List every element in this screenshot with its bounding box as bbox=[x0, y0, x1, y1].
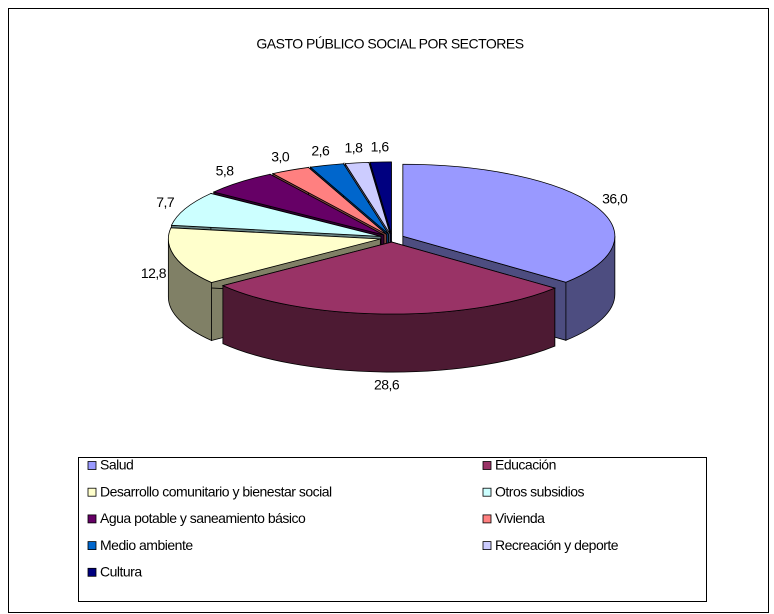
data-label: 28,6 bbox=[374, 377, 400, 393]
legend-label: Recreación y deporte bbox=[495, 537, 619, 553]
legend-swatch bbox=[482, 541, 492, 550]
data-label: 7,7 bbox=[156, 194, 175, 210]
legend-label: Educación bbox=[495, 457, 556, 473]
data-label: 12,8 bbox=[141, 265, 167, 281]
pie-slice bbox=[402, 163, 616, 283]
pie-slice bbox=[309, 163, 389, 235]
pie-tops bbox=[167, 161, 616, 315]
pie-slice bbox=[344, 161, 391, 235]
data-label: 36,0 bbox=[602, 190, 628, 206]
legend-box bbox=[78, 457, 707, 602]
legend-swatch bbox=[87, 514, 97, 524]
chart-title: GASTO PÚBLICO SOCIAL POR SECTORES bbox=[256, 36, 523, 52]
legend-label: Desarrollo comunitario y bienestar socia… bbox=[100, 483, 332, 499]
pie-slice bbox=[271, 167, 387, 235]
pie-slice bbox=[221, 241, 557, 315]
legend-label: Agua potable y saneamiento básico bbox=[100, 510, 306, 526]
legend-swatch bbox=[482, 487, 492, 497]
pie-slice bbox=[212, 173, 385, 236]
data-label: 3,0 bbox=[271, 148, 290, 164]
pie-slice bbox=[167, 227, 381, 283]
legend-label: Cultura bbox=[100, 564, 142, 580]
legend-swatch bbox=[87, 567, 97, 577]
data-label: 2,6 bbox=[311, 143, 330, 159]
legend-swatch bbox=[482, 514, 492, 524]
legend-swatch bbox=[87, 461, 97, 470]
legend-swatch bbox=[87, 487, 97, 497]
data-label: 1,8 bbox=[344, 140, 363, 156]
legend-label: Salud bbox=[100, 457, 133, 473]
legend-label: Otros subsidios bbox=[495, 483, 584, 499]
legend-swatch bbox=[482, 461, 492, 470]
pie-slice bbox=[170, 193, 382, 237]
legend-label: Vivienda bbox=[495, 510, 545, 526]
data-label: 1,6 bbox=[371, 139, 390, 155]
legend-swatch bbox=[87, 541, 97, 550]
legend-label: Medio ambiente bbox=[100, 537, 193, 553]
pie-slice bbox=[369, 161, 392, 235]
data-label: 5,8 bbox=[216, 163, 235, 179]
